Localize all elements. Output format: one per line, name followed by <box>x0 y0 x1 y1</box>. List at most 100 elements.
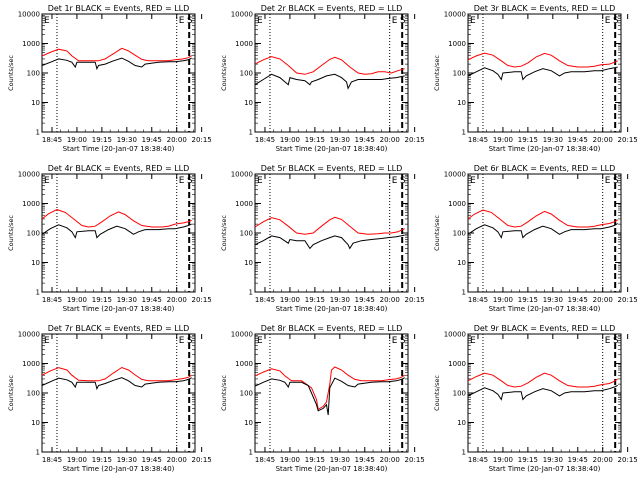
x-tick-label: 20:15 <box>192 296 212 304</box>
y-tick-label: 10 <box>244 259 253 267</box>
marker-left: E <box>470 176 476 186</box>
plot-frame <box>467 333 622 453</box>
x-tick-label: 18:45 <box>42 296 62 304</box>
y-tick-label: 1 <box>462 129 466 137</box>
x-tick-label: 19:45 <box>142 296 162 304</box>
x-tick-label: 19:00 <box>67 456 87 464</box>
detector-panel-9: Det 9r BLACK = Events, RED = LLD Counts/s… <box>433 324 638 473</box>
y-tick-label: 10000 <box>231 171 253 179</box>
events-series-line <box>41 223 192 239</box>
x-tick-label: 20:15 <box>192 136 212 144</box>
plot-frame <box>41 333 196 453</box>
y-tick-label: 100 <box>27 390 40 398</box>
x-tick-label: 18:45 <box>468 136 488 144</box>
y-axis-label: Counts/sec <box>433 55 441 91</box>
plot-frame <box>254 13 409 133</box>
x-tick-label: 18:45 <box>255 456 275 464</box>
x-tick-label: 20:00 <box>593 456 613 464</box>
marker-right-1: E <box>179 176 185 186</box>
detector-panel-4: Det 4r BLACK = Events, RED = LLD Counts/s… <box>7 164 212 313</box>
x-tick-label: 19:15 <box>305 296 325 304</box>
x-tick-label: 20:00 <box>380 456 400 464</box>
marker-left: E <box>257 16 263 26</box>
x-tick-label: 18:45 <box>468 296 488 304</box>
y-tick-label: 1000 <box>448 360 466 368</box>
events-series-line <box>41 377 192 391</box>
x-tick-label: 19:00 <box>67 136 87 144</box>
x-axis-label: Start Time (20-Jan-07 18:38:40) <box>63 465 175 473</box>
x-tick-label: 19:30 <box>543 296 563 304</box>
x-tick-label: 20:15 <box>405 456 425 464</box>
events-series-line <box>254 234 405 250</box>
marker-right-1: E <box>392 16 398 26</box>
x-tick-label: 19:45 <box>142 456 162 464</box>
x-tick-label: 19:45 <box>568 456 588 464</box>
x-tick-label: 19:15 <box>305 136 325 144</box>
y-tick-label: 100 <box>453 70 466 78</box>
x-tick-label: 19:00 <box>280 456 300 464</box>
lld-series-line <box>41 366 192 382</box>
x-tick-label: 19:15 <box>518 456 538 464</box>
y-tick-label: 1000 <box>22 200 40 208</box>
plot-title: Det 5r BLACK = Events, RED = LLD <box>261 164 403 173</box>
x-tick-label: 19:30 <box>330 456 350 464</box>
plot-title: Det 1r BLACK = Events, RED = LLD <box>48 4 190 13</box>
x-tick-label: 19:00 <box>280 136 300 144</box>
plot-frame <box>467 13 622 133</box>
x-tick-label: 19:00 <box>493 296 513 304</box>
marker-right-2: S <box>613 176 619 186</box>
plot-frame <box>467 173 622 293</box>
marker-right-2: S <box>400 176 406 186</box>
events-series-line <box>41 57 192 71</box>
x-tick-label: 19:15 <box>92 296 112 304</box>
y-axis-label: Counts/sec <box>7 215 15 251</box>
x-tick-label: 19:30 <box>117 136 137 144</box>
detector-panel-8: Det 8r BLACK = Events, RED = LLD Counts/s… <box>220 324 425 473</box>
detector-panel-6: Det 6r BLACK = Events, RED = LLD Counts/s… <box>433 164 638 313</box>
y-tick-label: 1000 <box>22 40 40 48</box>
x-tick-label: 19:30 <box>543 456 563 464</box>
marker-left: E <box>44 336 50 346</box>
x-tick-label: 20:00 <box>380 296 400 304</box>
events-series-line <box>467 223 618 239</box>
x-tick-label: 18:45 <box>468 456 488 464</box>
plot-title: Det 6r BLACK = Events, RED = LLD <box>474 164 616 173</box>
marker-right-2: S <box>613 16 619 26</box>
x-tick-label: 20:15 <box>618 296 638 304</box>
y-tick-label: 10 <box>457 419 466 427</box>
detector-panel-3: Det 3r BLACK = Events, RED = LLD Counts/s… <box>433 4 638 153</box>
plot-title: Det 7r BLACK = Events, RED = LLD <box>48 324 190 333</box>
y-tick-label: 10 <box>31 99 40 107</box>
x-tick-label: 20:00 <box>593 136 613 144</box>
y-tick-label: 10 <box>31 419 40 427</box>
x-tick-label: 19:00 <box>493 136 513 144</box>
x-tick-label: 20:00 <box>167 456 187 464</box>
x-tick-label: 20:00 <box>380 136 400 144</box>
y-axis-label: Counts/sec <box>7 375 15 411</box>
x-tick-label: 18:45 <box>255 296 275 304</box>
marker-left: E <box>44 16 50 26</box>
lld-series-line <box>467 209 618 228</box>
y-tick-label: 100 <box>27 70 40 78</box>
y-tick-label: 1 <box>249 129 253 137</box>
y-tick-label: 1 <box>249 289 253 297</box>
lld-series-line <box>467 372 618 388</box>
x-axis-label: Start Time (20-Jan-07 18:38:40) <box>63 305 175 313</box>
marker-left: E <box>257 336 263 346</box>
lld-series-line <box>41 47 192 62</box>
y-tick-label: 100 <box>240 70 253 78</box>
x-tick-label: 20:15 <box>405 296 425 304</box>
plot-title: Det 8r BLACK = Events, RED = LLD <box>261 324 403 333</box>
detector-panel-1: Det 1r BLACK = Events, RED = LLD Counts/s… <box>7 4 212 153</box>
marker-right-1: E <box>605 16 611 26</box>
y-tick-label: 1 <box>462 289 466 297</box>
y-tick-label: 1 <box>36 449 40 457</box>
marker-left: E <box>44 176 50 186</box>
y-tick-label: 10000 <box>444 171 466 179</box>
y-tick-label: 100 <box>27 230 40 238</box>
x-axis-label: Start Time (20-Jan-07 18:38:40) <box>63 145 175 153</box>
y-axis-label: Counts/sec <box>220 375 228 411</box>
events-series-line <box>467 66 618 81</box>
x-tick-label: 19:15 <box>92 136 112 144</box>
x-axis-label: Start Time (20-Jan-07 18:38:40) <box>489 465 601 473</box>
